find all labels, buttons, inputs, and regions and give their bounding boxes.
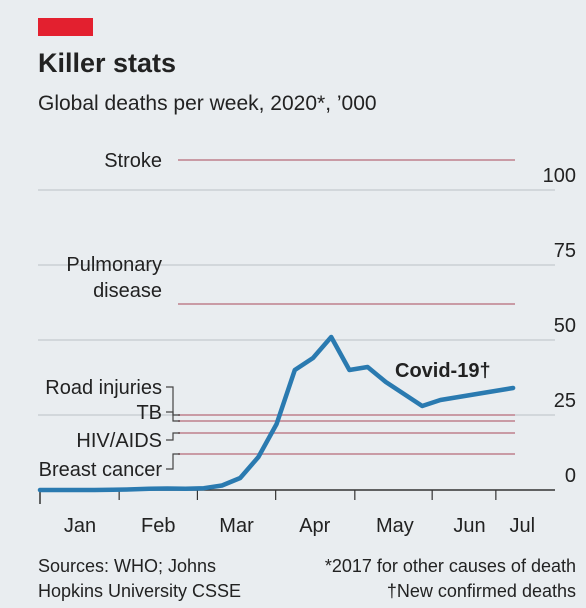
- x-tick-label: May: [376, 515, 414, 537]
- y-tick-label: 0: [565, 465, 576, 487]
- y-tick-label: 100: [543, 165, 576, 187]
- x-tick-label: Jun: [453, 515, 485, 537]
- label-connector: [166, 386, 180, 416]
- source-note: Hopkins University CSSE: [38, 581, 241, 601]
- reference-label: disease: [93, 280, 162, 302]
- footnote: †New confirmed deaths: [387, 581, 576, 601]
- footnote: *2017 for other causes of death: [325, 556, 576, 576]
- reference-label: TB: [136, 402, 162, 424]
- y-tick-label: 50: [554, 315, 576, 337]
- x-tick-label: Mar: [219, 515, 254, 537]
- label-connector: [166, 453, 180, 470]
- x-tick-label: Jul: [509, 515, 535, 537]
- label-connector: [166, 432, 180, 441]
- covid-line: [37, 334, 516, 493]
- brand-tag: [38, 18, 93, 36]
- series-label: Covid-19†: [395, 360, 491, 382]
- x-tick-label: Jan: [64, 515, 96, 537]
- reference-label: Road injuries: [45, 377, 162, 399]
- chart-title: Killer stats: [38, 48, 176, 78]
- x-tick-label: Feb: [141, 515, 175, 537]
- reference-label: Stroke: [104, 150, 162, 172]
- label-connector: [166, 411, 180, 422]
- y-tick-label: 75: [554, 240, 576, 262]
- reference-label: Breast cancer: [39, 459, 163, 481]
- chart-subtitle: Global deaths per week, 2020*, ’000: [38, 92, 377, 115]
- source-note: Sources: WHO; Johns: [38, 556, 216, 576]
- reference-label: HIV/AIDS: [76, 430, 162, 452]
- reference-label: Pulmonary: [66, 254, 162, 276]
- y-tick-label: 25: [554, 390, 576, 412]
- x-tick-label: Apr: [299, 515, 330, 537]
